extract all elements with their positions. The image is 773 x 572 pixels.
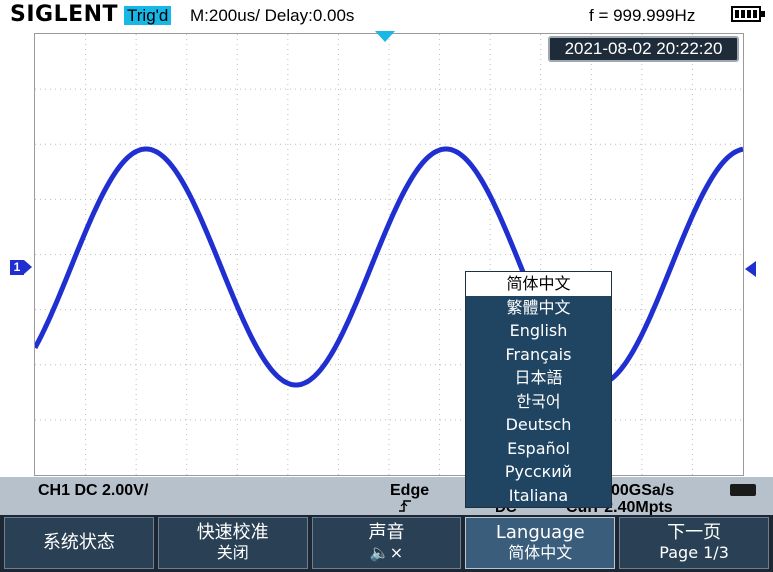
softkey-quick-cal[interactable]: 快速校准 关闭: [157, 517, 308, 569]
language-option[interactable]: 简体中文: [466, 272, 611, 296]
info-bar: [0, 477, 773, 515]
sample-rate: 00GSa/s: [611, 482, 675, 499]
brand-logo: SIGLENT: [10, 2, 119, 27]
language-option[interactable]: 繁體中文: [506, 297, 571, 317]
softkey-label: 系统状态: [42, 532, 115, 553]
softkey-label: 声音: [368, 522, 405, 543]
ch1-info: CH1 DC 2.00V/: [38, 482, 149, 499]
frequency-readout: f = 999.999Hz: [589, 6, 696, 25]
softkey-value: Page 1/3: [659, 543, 729, 562]
softkey-value: 简体中文: [508, 543, 573, 562]
language-option[interactable]: 한국어: [516, 391, 561, 411]
language-option[interactable]: Italiana: [508, 485, 569, 505]
trigger-position-marker[interactable]: [375, 31, 395, 42]
battery-icon: [731, 6, 765, 22]
softkey-system-status[interactable]: 系统状态: [4, 517, 154, 569]
trigger-slope-icon: [398, 500, 412, 515]
language-option[interactable]: Deutsch: [505, 415, 572, 434]
trigger-status-badge: Trig'd: [124, 6, 172, 25]
usb-icon: [730, 484, 756, 496]
softkey-language[interactable]: Language 简体中文: [465, 517, 616, 569]
language-option[interactable]: Русский: [504, 462, 573, 481]
trigger-type: Edge: [390, 482, 430, 499]
language-option[interactable]: Español: [507, 438, 570, 458]
softkey-next-page[interactable]: 下一页 Page 1/3: [619, 517, 769, 569]
softkey-bar: 系统状态 快速校准 关闭 声音 🔈× Language 简体中文 下一页 Pag…: [0, 515, 773, 572]
language-option[interactable]: English: [509, 321, 568, 340]
softkey-label: 快速校准: [196, 522, 269, 543]
datetime-display: 2021-08-02 20:22:20: [548, 36, 739, 62]
softkey-sound[interactable]: 声音 🔈×: [311, 517, 462, 569]
language-option[interactable]: 日本語: [514, 368, 563, 387]
ch1-offset-marker[interactable]: 1: [10, 260, 32, 275]
softkey-label: 下一页: [667, 522, 722, 543]
speaker-mute-icon: 🔈×: [369, 543, 404, 562]
language-option[interactable]: Français: [505, 344, 572, 364]
softkey-label: Language: [495, 522, 585, 543]
grid-svg: [35, 34, 743, 475]
status-bar: SIGLENT Trig'd M:200us/ Delay:0.00s f = …: [0, 0, 773, 30]
trigger-level-marker[interactable]: [745, 261, 756, 277]
language-menu: 简体中文 繁體中文 English Français 日本語 한국어 Deuts…: [465, 271, 612, 508]
timebase-readout: M:200us/ Delay:0.00s: [190, 6, 355, 25]
softkey-value: 关闭: [216, 543, 249, 562]
waveform-grid: [34, 33, 744, 476]
ch1-waveform: [35, 146, 743, 388]
